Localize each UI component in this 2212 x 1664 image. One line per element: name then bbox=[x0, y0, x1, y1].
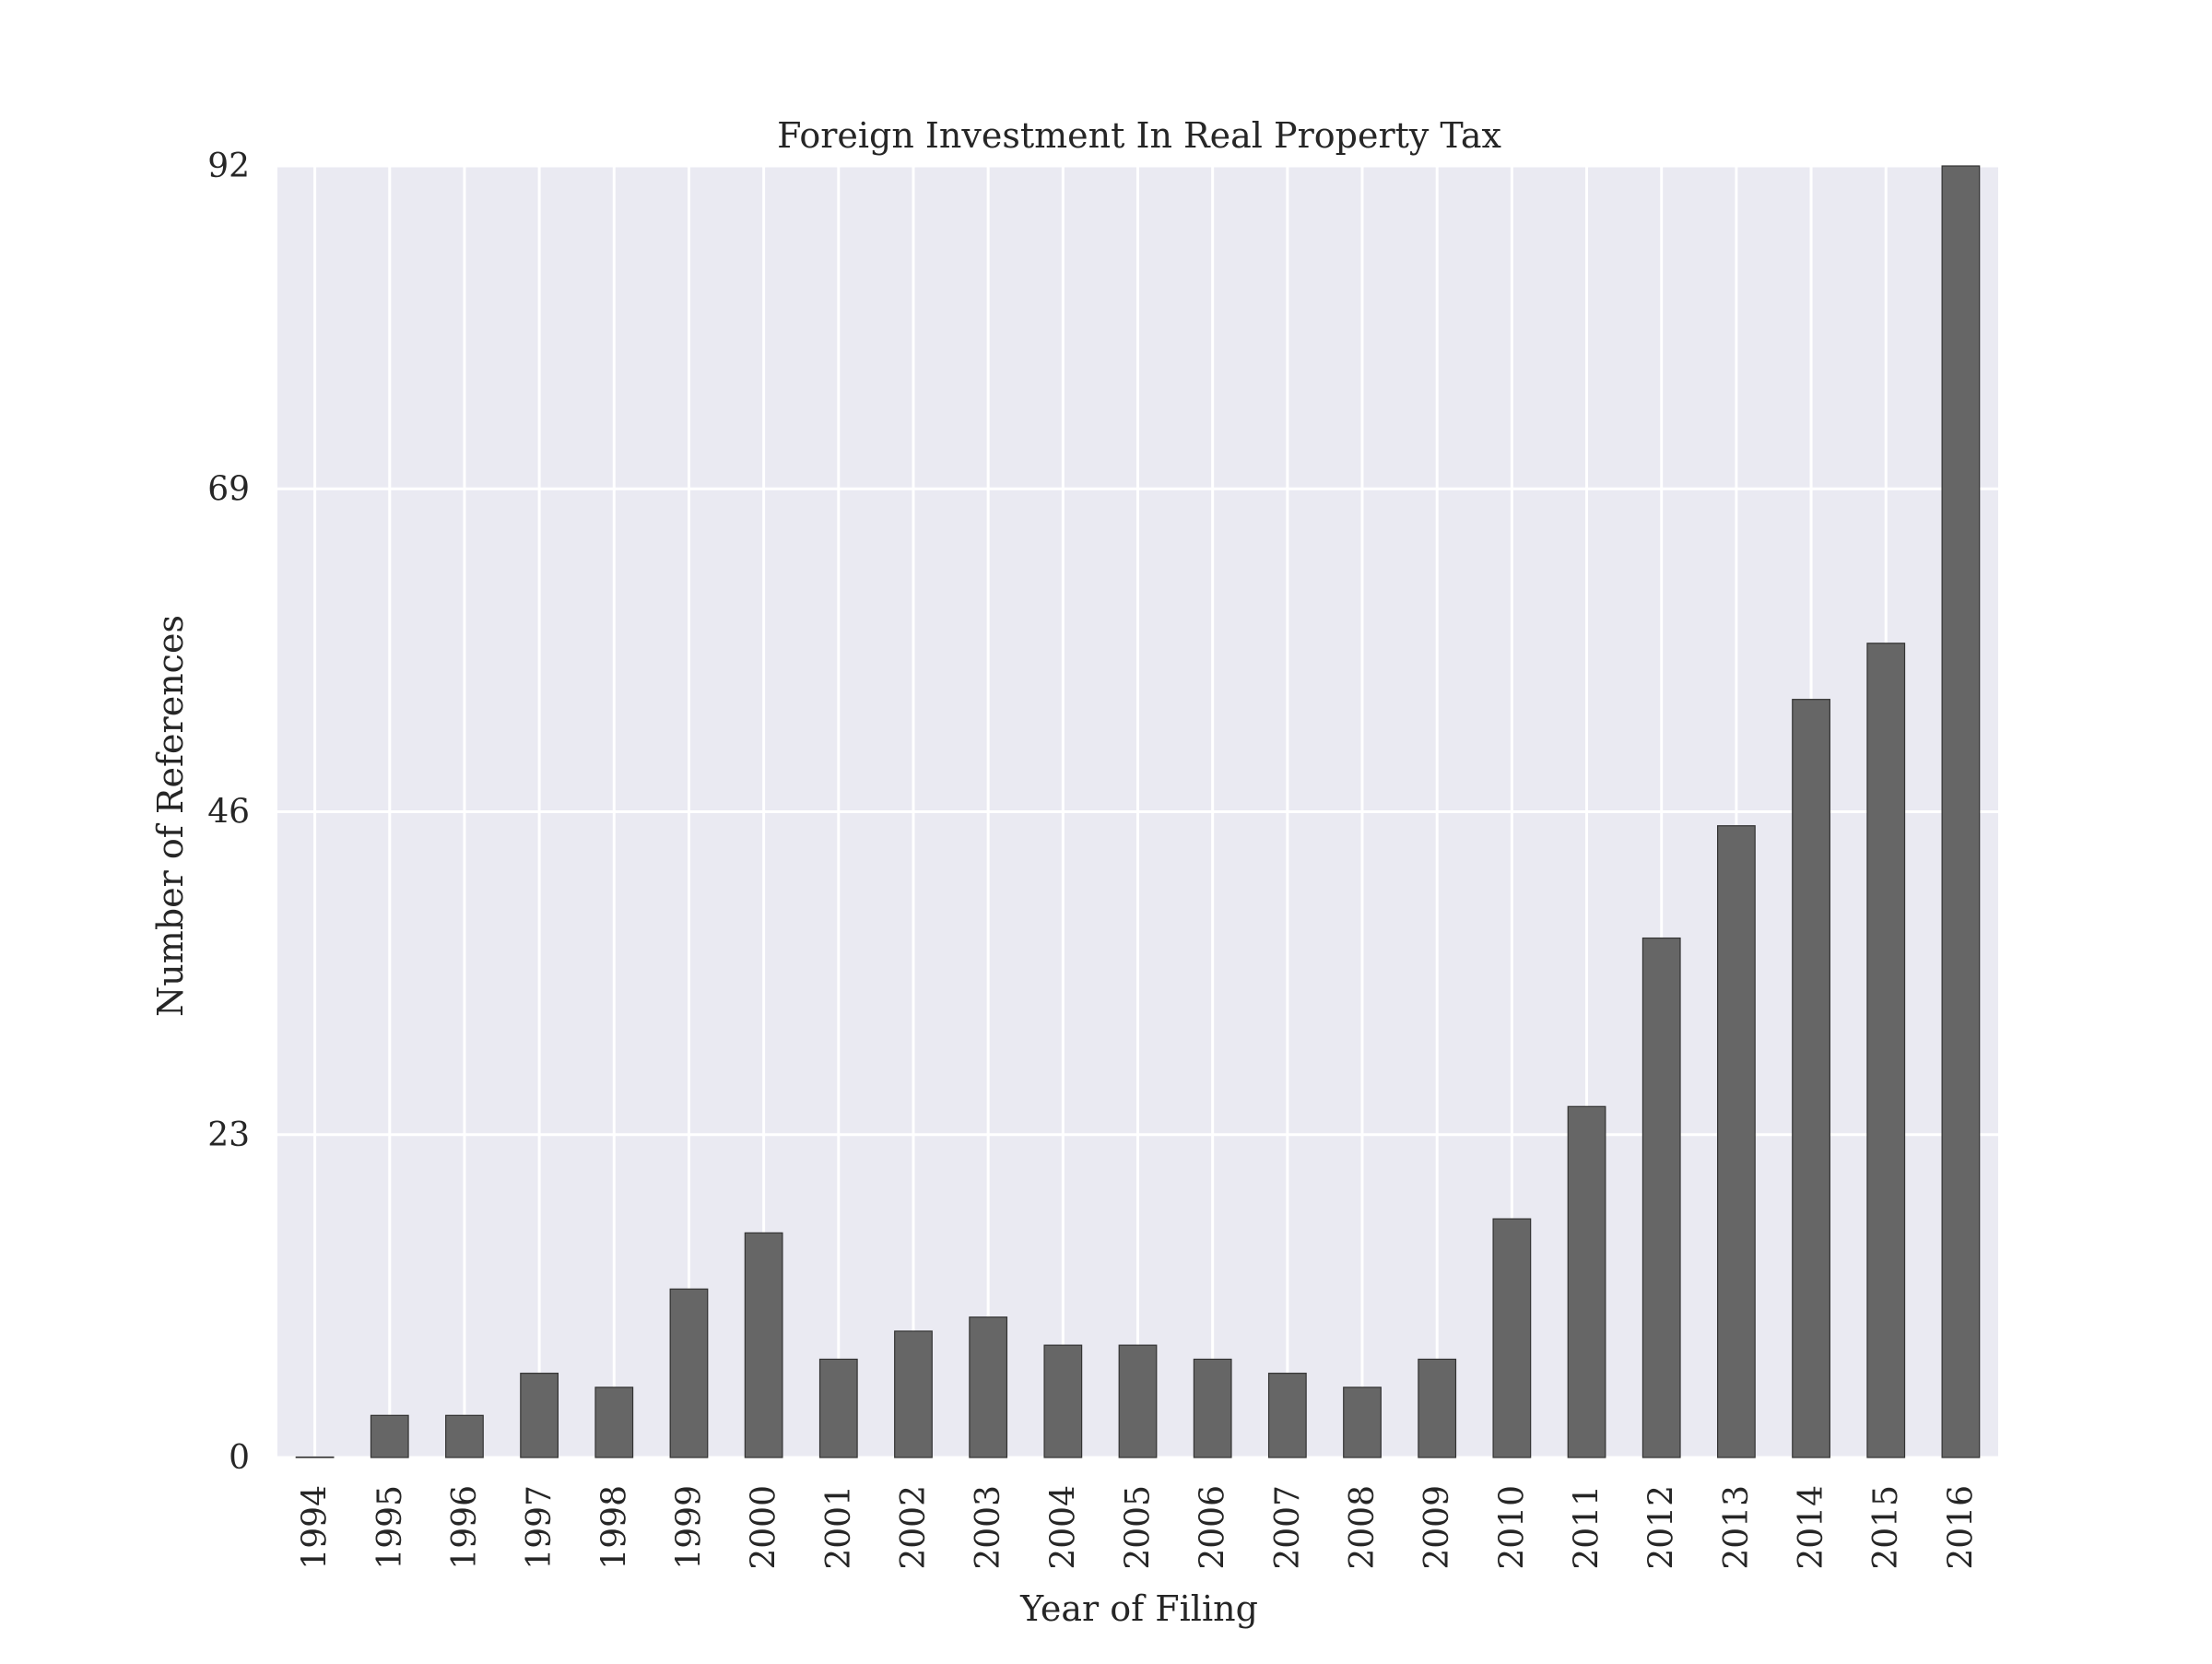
x-tick-label: 2001 bbox=[820, 1485, 858, 1570]
x-tick-label: 2016 bbox=[1942, 1485, 1980, 1570]
x-tick-label: 1999 bbox=[670, 1485, 708, 1570]
bar-1999 bbox=[669, 1288, 709, 1458]
x-axis-label: Year of Filing bbox=[1019, 1588, 1258, 1629]
x-tick-label: 2013 bbox=[1718, 1485, 1756, 1570]
x-tick-label: 2008 bbox=[1344, 1485, 1382, 1570]
x-tick-label: 1997 bbox=[521, 1485, 559, 1570]
x-tick-label: 2014 bbox=[1793, 1485, 1830, 1570]
bar-2014 bbox=[1792, 699, 1830, 1458]
bar-1995 bbox=[370, 1414, 409, 1458]
y-tick-label: 92 bbox=[207, 148, 250, 185]
x-tick-label: 2015 bbox=[1867, 1485, 1905, 1570]
bar-2012 bbox=[1641, 937, 1681, 1458]
plot-area bbox=[277, 164, 1998, 1459]
x-tick-label: 2005 bbox=[1120, 1485, 1158, 1570]
x-tick-label: 2010 bbox=[1493, 1485, 1531, 1570]
x-tick-label: 2006 bbox=[1194, 1485, 1232, 1570]
bar-2013 bbox=[1716, 825, 1756, 1458]
x-tick-label: 2007 bbox=[1269, 1485, 1307, 1570]
bar-2007 bbox=[1267, 1373, 1307, 1458]
bar-1994 bbox=[295, 1456, 335, 1458]
bar-2010 bbox=[1492, 1218, 1532, 1458]
bar-2005 bbox=[1118, 1344, 1158, 1458]
x-tick-label: 1994 bbox=[297, 1485, 335, 1570]
x-tick-label: 1996 bbox=[446, 1485, 484, 1570]
x-tick-label: 2009 bbox=[1418, 1485, 1456, 1570]
bar-2000 bbox=[744, 1232, 783, 1458]
y-tick-label: 23 bbox=[207, 1116, 250, 1154]
bar-2006 bbox=[1193, 1358, 1232, 1458]
bar-2015 bbox=[1866, 643, 1906, 1458]
y-tick-label: 0 bbox=[229, 1439, 250, 1477]
bar-1996 bbox=[445, 1414, 484, 1458]
bar-2001 bbox=[818, 1358, 858, 1458]
y-tick-label: 69 bbox=[207, 470, 250, 508]
x-tick-label: 1998 bbox=[595, 1485, 633, 1570]
chart-title: Foreign Investment In Real Property Tax bbox=[777, 115, 1501, 156]
y-axis-label: Number of References bbox=[150, 615, 191, 1017]
bar-1998 bbox=[594, 1387, 634, 1458]
x-tick-label: 1995 bbox=[371, 1485, 409, 1570]
x-tick-label: 2011 bbox=[1569, 1485, 1606, 1570]
bar-2004 bbox=[1043, 1344, 1083, 1458]
y-tick-label: 46 bbox=[207, 794, 250, 832]
bar-2011 bbox=[1567, 1105, 1606, 1458]
x-tick-label: 2003 bbox=[970, 1485, 1007, 1570]
bar-2008 bbox=[1343, 1387, 1382, 1458]
bar-2009 bbox=[1418, 1358, 1457, 1458]
bar-1997 bbox=[520, 1373, 559, 1458]
bar-2016 bbox=[1941, 165, 1981, 1458]
x-tick-label: 2004 bbox=[1044, 1485, 1082, 1570]
bar-2003 bbox=[969, 1316, 1008, 1458]
x-tick-label: 2012 bbox=[1643, 1485, 1681, 1570]
bar-2002 bbox=[894, 1330, 933, 1458]
x-tick-label: 2002 bbox=[895, 1485, 933, 1570]
x-tick-label: 2000 bbox=[746, 1485, 783, 1570]
